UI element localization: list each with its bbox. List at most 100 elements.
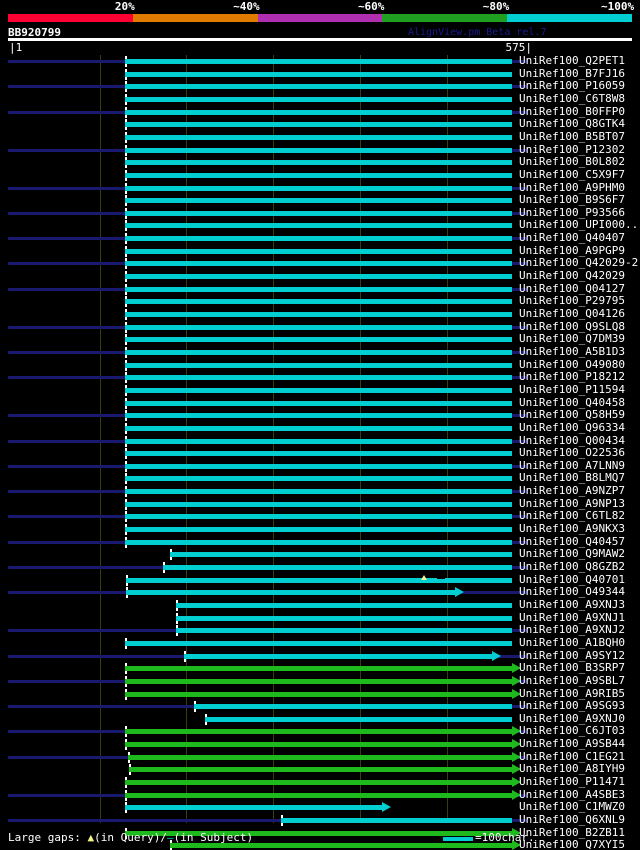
alignment-row[interactable]: UniRef100_P29795 xyxy=(0,294,640,308)
alignment-row[interactable]: UniRef100_Q7DM39 xyxy=(0,332,640,346)
hit-accession-label[interactable]: UniRef100_Q9SLQ8 xyxy=(519,319,625,333)
hit-accession-label[interactable]: UniRef100_C6T8W8 xyxy=(519,91,625,105)
alignment-row[interactable]: UniRef100_B0L802 xyxy=(0,155,640,169)
hsp-bar[interactable] xyxy=(176,628,512,634)
hsp-bar[interactable] xyxy=(125,678,512,684)
alignment-row[interactable]: UniRef100_A9SG93 xyxy=(0,699,640,713)
hsp-bar[interactable] xyxy=(125,425,512,431)
hit-accession-label[interactable]: UniRef100_C6JT03 xyxy=(519,724,625,738)
hit-accession-label[interactable]: UniRef100_Q42029 xyxy=(519,269,625,283)
hit-accession-label[interactable]: UniRef100_A9XNJ0 xyxy=(519,711,625,725)
hsp-bar[interactable] xyxy=(125,830,512,836)
hit-accession-label[interactable]: UniRef100_B5BT07 xyxy=(519,129,625,143)
hsp-bar[interactable] xyxy=(125,134,512,140)
hit-accession-label[interactable]: UniRef100_UPI000.. xyxy=(519,218,639,232)
alignment-row[interactable]: UniRef100_Q40701 xyxy=(0,572,640,587)
hit-accession-label[interactable]: UniRef100_O49080 xyxy=(519,357,625,371)
hsp-bar[interactable] xyxy=(125,248,512,254)
alignment-row[interactable]: UniRef100_B7FJ16 xyxy=(0,67,640,81)
hit-accession-label[interactable]: UniRef100_A5B1D3 xyxy=(519,344,625,358)
alignment-row[interactable]: UniRef100_Q58H59 xyxy=(0,408,640,422)
hit-accession-label[interactable]: UniRef100_A9NP13 xyxy=(519,496,625,510)
hsp-bar[interactable] xyxy=(194,704,512,710)
hsp-bar[interactable] xyxy=(125,362,512,368)
hsp-bar[interactable] xyxy=(125,71,512,77)
hsp-bar[interactable] xyxy=(125,501,512,507)
alignment-row[interactable]: UniRef100_C6JT03 xyxy=(0,724,640,738)
alignment-row[interactable]: UniRef100_A9SY12 xyxy=(0,649,640,663)
alignment-row[interactable]: UniRef100_A7LNN9 xyxy=(0,459,640,473)
hsp-bar[interactable] xyxy=(125,299,512,305)
alignment-row[interactable]: UniRef100_C6TL82 xyxy=(0,509,640,523)
hit-accession-label[interactable]: UniRef100_Q7XYI5 xyxy=(519,838,625,850)
hit-accession-label[interactable]: UniRef100_Q40407 xyxy=(519,231,625,245)
alignment-row[interactable]: UniRef100_Q9MAW2 xyxy=(0,547,640,561)
hit-accession-label[interactable]: UniRef100_A9XNJ3 xyxy=(519,597,625,611)
alignment-row[interactable]: UniRef100_A9RIB5 xyxy=(0,686,640,701)
hit-accession-label[interactable]: UniRef100_A9SG93 xyxy=(519,699,625,713)
hit-accession-label[interactable]: UniRef100_B9S6F7 xyxy=(519,193,625,207)
hsp-bar[interactable] xyxy=(125,324,512,330)
hit-accession-label[interactable]: UniRef100_Q96334 xyxy=(519,420,625,434)
alignment-row[interactable]: UniRef100_Q40457 xyxy=(0,534,640,549)
hsp-bar[interactable] xyxy=(125,122,512,128)
alignment-row[interactable]: UniRef100_A9SBL7 xyxy=(0,674,640,688)
hsp-bar[interactable] xyxy=(125,539,512,545)
hsp-bar[interactable] xyxy=(125,274,512,280)
hsp-bar[interactable] xyxy=(125,805,382,811)
alignment-row[interactable]: UniRef100_P18212 xyxy=(0,370,640,384)
hit-accession-label[interactable]: UniRef100_Q8GTK4 xyxy=(519,117,625,131)
alignment-row[interactable]: UniRef100_B0FFP0 xyxy=(0,104,640,119)
alignment-row[interactable]: UniRef100_P11594 xyxy=(0,383,640,397)
hit-accession-label[interactable]: UniRef100_B8LMQ7 xyxy=(519,471,625,485)
hsp-bar[interactable] xyxy=(125,438,512,444)
hsp-bar[interactable] xyxy=(125,400,512,406)
hsp-bar[interactable] xyxy=(128,754,512,760)
alignment-row[interactable]: UniRef100_Q8GZB2 xyxy=(0,560,640,574)
hit-accession-label[interactable]: UniRef100_Q40701 xyxy=(519,572,625,586)
hsp-bar[interactable] xyxy=(125,147,512,153)
hit-accession-label[interactable]: UniRef100_A9PGP9 xyxy=(519,243,625,257)
hsp-bar[interactable] xyxy=(170,843,512,849)
hsp-bar[interactable] xyxy=(125,286,512,292)
alignment-row[interactable]: UniRef100_O22536 xyxy=(0,446,640,460)
hsp-bar[interactable] xyxy=(125,261,512,267)
hsp-bar[interactable] xyxy=(125,691,512,697)
hit-accession-label[interactable]: UniRef100_C5X9F7 xyxy=(519,167,625,181)
hit-accession-label[interactable]: UniRef100_Q40457 xyxy=(519,534,625,548)
hit-accession-label[interactable]: UniRef100_Q2PET1 xyxy=(519,54,625,67)
hsp-bar[interactable] xyxy=(125,198,512,204)
alignment-row[interactable]: UniRef100_Q42029 xyxy=(0,269,640,283)
hsp-bar[interactable] xyxy=(125,312,512,317)
hit-accession-label[interactable]: UniRef100_A9XNJ1 xyxy=(519,610,625,624)
alignment-row[interactable]: UniRef100_A5B1D3 xyxy=(0,344,640,359)
alignment-row[interactable]: UniRef100_Q8GTK4 xyxy=(0,117,640,131)
hsp-bar[interactable] xyxy=(125,742,512,748)
alignment-row[interactable]: UniRef100_Q7XYI5 xyxy=(0,838,640,850)
hit-accession-label[interactable]: UniRef100_Q00434 xyxy=(519,433,625,447)
hsp-bar[interactable] xyxy=(126,577,512,583)
hsp-bar[interactable] xyxy=(125,413,512,419)
hsp-bar[interactable] xyxy=(125,527,512,533)
alignment-row[interactable]: UniRef100_P93566 xyxy=(0,206,640,220)
hit-accession-label[interactable]: UniRef100_B0FFP0 xyxy=(519,104,625,118)
hsp-bar[interactable] xyxy=(176,615,512,621)
hsp-bar[interactable] xyxy=(125,172,512,178)
hsp-bar[interactable] xyxy=(125,160,512,166)
hsp-bar[interactable] xyxy=(125,387,512,393)
alignment-row[interactable]: UniRef100_P12302 xyxy=(0,143,640,157)
hit-accession-label[interactable]: UniRef100_Q04126 xyxy=(519,307,625,320)
alignment-row[interactable]: UniRef100_C6T8W8 xyxy=(0,91,640,106)
hsp-bar[interactable] xyxy=(125,84,512,90)
alignment-row[interactable]: UniRef100_A9NZP7 xyxy=(0,484,640,498)
alignment-row[interactable]: UniRef100_Q40458 xyxy=(0,396,640,410)
hsp-bar[interactable] xyxy=(125,489,512,495)
alignment-row[interactable]: UniRef100_Q9SLQ8 xyxy=(0,319,640,334)
hsp-bar[interactable] xyxy=(125,729,512,735)
hit-accession-label[interactable]: UniRef100_A9RIB5 xyxy=(519,686,625,700)
hsp-bar[interactable] xyxy=(125,463,512,469)
alignment-row[interactable]: UniRef100_C1MWZ0 xyxy=(0,800,640,814)
alignment-row[interactable]: UniRef100_B9S6F7 xyxy=(0,193,640,207)
hit-accession-label[interactable]: UniRef100_A9NKX3 xyxy=(519,522,625,536)
hit-accession-label[interactable]: UniRef100_O49344 xyxy=(519,585,625,599)
